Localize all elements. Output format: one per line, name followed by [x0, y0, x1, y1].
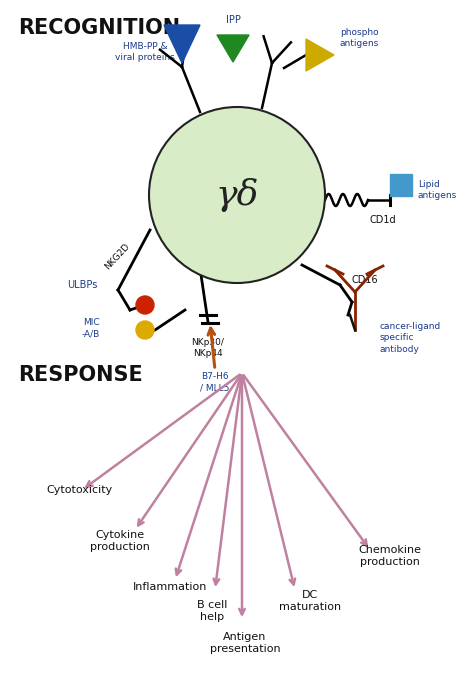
Text: RECOGNITION: RECOGNITION [18, 18, 180, 38]
Text: CD16: CD16 [352, 275, 379, 285]
Text: cancer-ligand
specific
antibody: cancer-ligand specific antibody [380, 322, 441, 354]
Circle shape [149, 107, 325, 283]
FancyBboxPatch shape [390, 174, 412, 196]
Text: RESPONSE: RESPONSE [18, 365, 143, 385]
Text: Lipid
antigens: Lipid antigens [418, 180, 457, 200]
Text: NKG2D: NKG2D [103, 242, 131, 272]
Text: HMB-PP &
viral proteins: HMB-PP & viral proteins [115, 42, 175, 62]
Text: γδ: γδ [215, 178, 259, 212]
Text: Cytokine
production: Cytokine production [90, 530, 150, 552]
Text: phospho
antigens: phospho antigens [340, 28, 379, 48]
Text: NKp30/
NKp44: NKp30/ NKp44 [191, 338, 224, 358]
Text: Chemokine
production: Chemokine production [358, 545, 421, 567]
Text: TCR: TCR [264, 135, 283, 145]
Polygon shape [306, 39, 334, 71]
Text: Antigen
presentation: Antigen presentation [210, 632, 280, 654]
Text: Inflammation: Inflammation [133, 582, 207, 592]
Text: DC
maturation: DC maturation [279, 590, 341, 612]
Text: TCR: TCR [183, 135, 202, 145]
Text: MIC
-A/B: MIC -A/B [82, 318, 100, 338]
Text: B7-H6
/ MLL5: B7-H6 / MLL5 [201, 372, 230, 392]
Text: B cell
help: B cell help [197, 600, 227, 623]
Text: ULBPs: ULBPs [68, 280, 98, 290]
Polygon shape [217, 35, 249, 62]
Circle shape [136, 296, 154, 314]
Text: IPP: IPP [226, 15, 240, 25]
Text: CD1d: CD1d [370, 215, 397, 225]
Circle shape [136, 321, 154, 339]
Polygon shape [164, 25, 200, 63]
Text: Cytotoxicity: Cytotoxicity [47, 485, 113, 495]
